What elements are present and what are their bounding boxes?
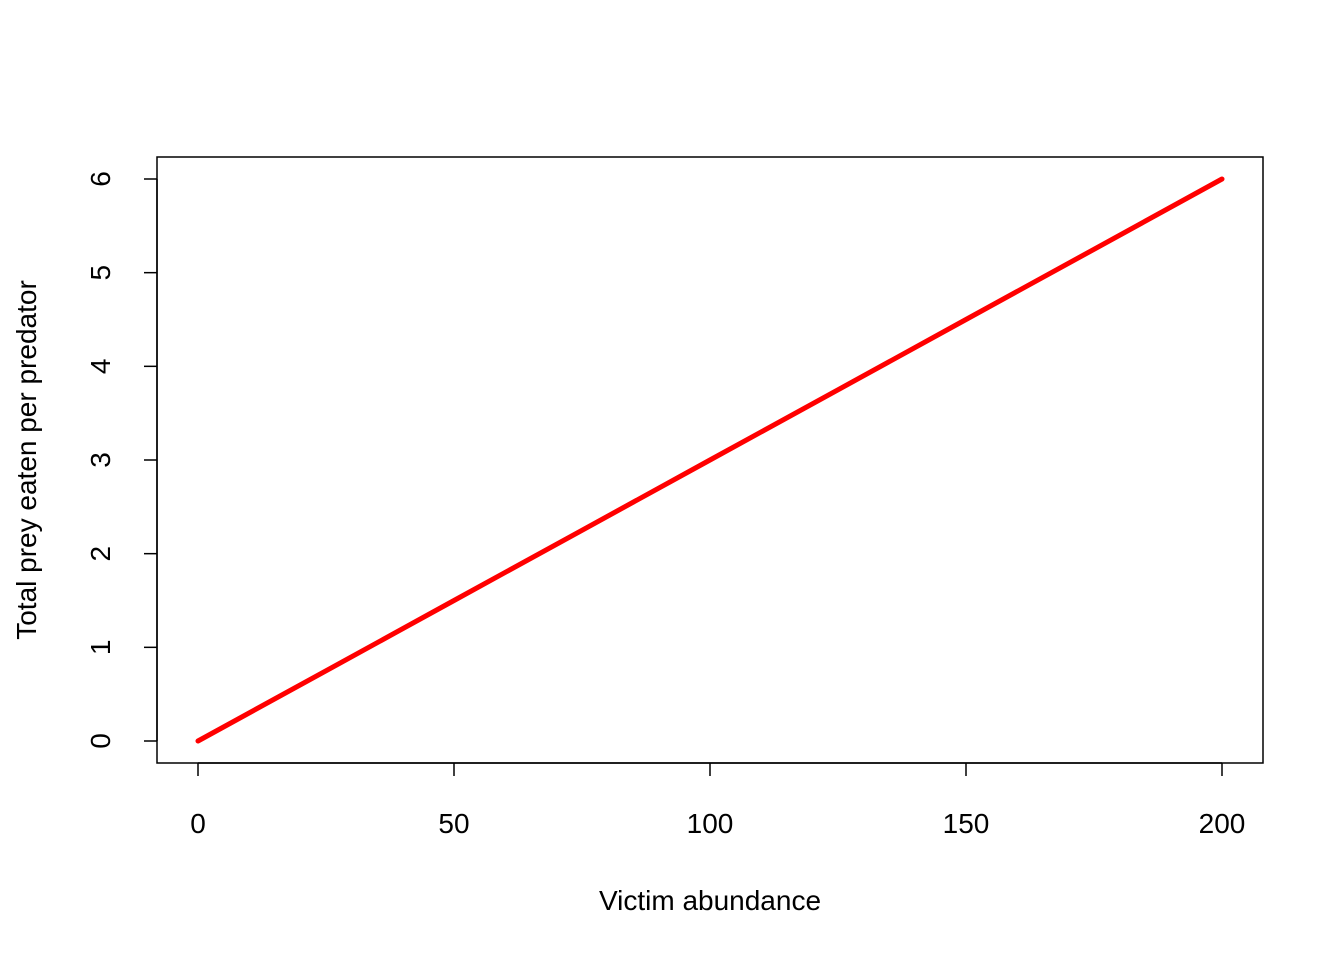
- x-axis-title: Victim abundance: [599, 885, 821, 916]
- y-tick-label: 6: [85, 171, 116, 187]
- series-layer: [195, 176, 1225, 744]
- x-axis: 0 50 100 150 200: [190, 762, 1246, 839]
- x-tick-label: 50: [438, 808, 469, 839]
- y-axis: 0 1 2 3 4 5 6: [85, 171, 158, 749]
- x-tick-label: 200: [1199, 808, 1246, 839]
- y-tick-label: 0: [85, 733, 116, 749]
- y-tick-label: 2: [85, 546, 116, 562]
- x-tick-label: 0: [190, 808, 206, 839]
- series-line: [195, 176, 1225, 744]
- y-tick-label: 5: [85, 265, 116, 281]
- y-tick-label: 1: [85, 640, 116, 656]
- y-tick-label: 4: [85, 359, 116, 375]
- y-tick-label: 3: [85, 452, 116, 468]
- y-axis-title: Total prey eaten per predator: [11, 280, 42, 640]
- x-tick-label: 100: [687, 808, 734, 839]
- x-tick-label: 150: [943, 808, 990, 839]
